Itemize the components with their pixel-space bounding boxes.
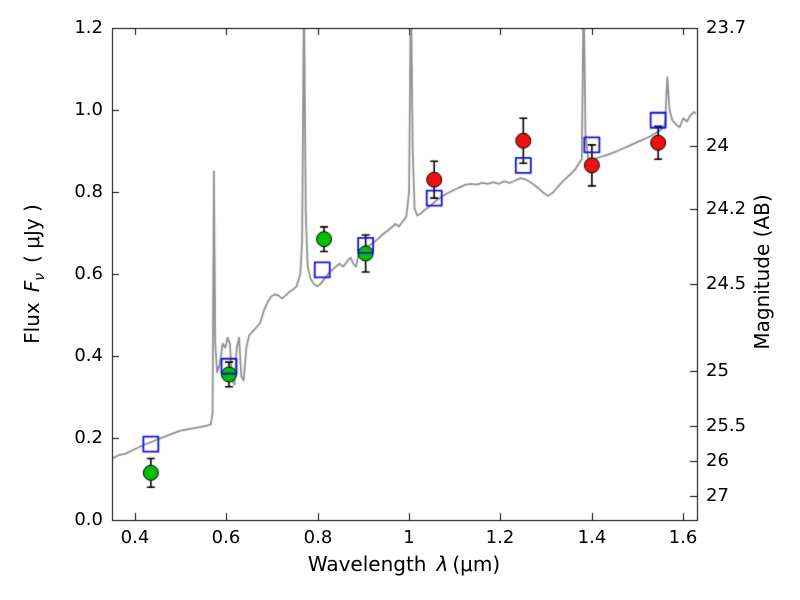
y-left-tick-label: 0.2 (74, 427, 103, 448)
y-left-tick-label: 1.0 (74, 99, 103, 120)
x-axis-title-text: Wavelength (307, 552, 427, 576)
x-tick-label: 0.8 (303, 527, 333, 548)
y-left-tick-label: 0.0 (74, 509, 103, 530)
y-right-tick-label: 23.7 (706, 17, 747, 38)
y-left-tick-label: 1.2 (74, 17, 103, 38)
x-tick-label: 0.6 (211, 527, 241, 548)
y-right-tick-label: 25 (706, 360, 729, 381)
y-right-tick-label: 24 (706, 135, 729, 156)
x-tick-label: 0.4 (120, 527, 150, 548)
y-right-axis-title: Magnitude (AB) (750, 72, 774, 472)
x-tick-label: 1.4 (577, 527, 607, 548)
y-right-tick-label: 25.5 (706, 415, 747, 436)
x-tick-label: 1 (403, 527, 415, 548)
y-left-tick-label: 0.8 (74, 181, 103, 202)
x-axis-title-symbol: λ (436, 552, 449, 576)
y-right-tick-label: 26 (706, 450, 729, 471)
y-right-tick-label: 27 (706, 485, 729, 506)
y-right-tick-label: 24.5 (706, 273, 747, 294)
x-axis-title: Wavelength λ (μm) (204, 552, 604, 576)
y-left-tick-label: 0.6 (74, 263, 103, 284)
y-right-tick-label: 24.2 (706, 198, 747, 219)
x-tick-label: 1.2 (485, 527, 515, 548)
y-left-axis-title-unit: ( μJy ) (20, 204, 44, 263)
x-axis-title-unit: (μm) (452, 552, 501, 576)
x-tick-label: 1.6 (668, 527, 698, 548)
y-left-tick-label: 0.4 (74, 345, 103, 366)
y-left-axis-title-text: Flux (20, 302, 44, 344)
